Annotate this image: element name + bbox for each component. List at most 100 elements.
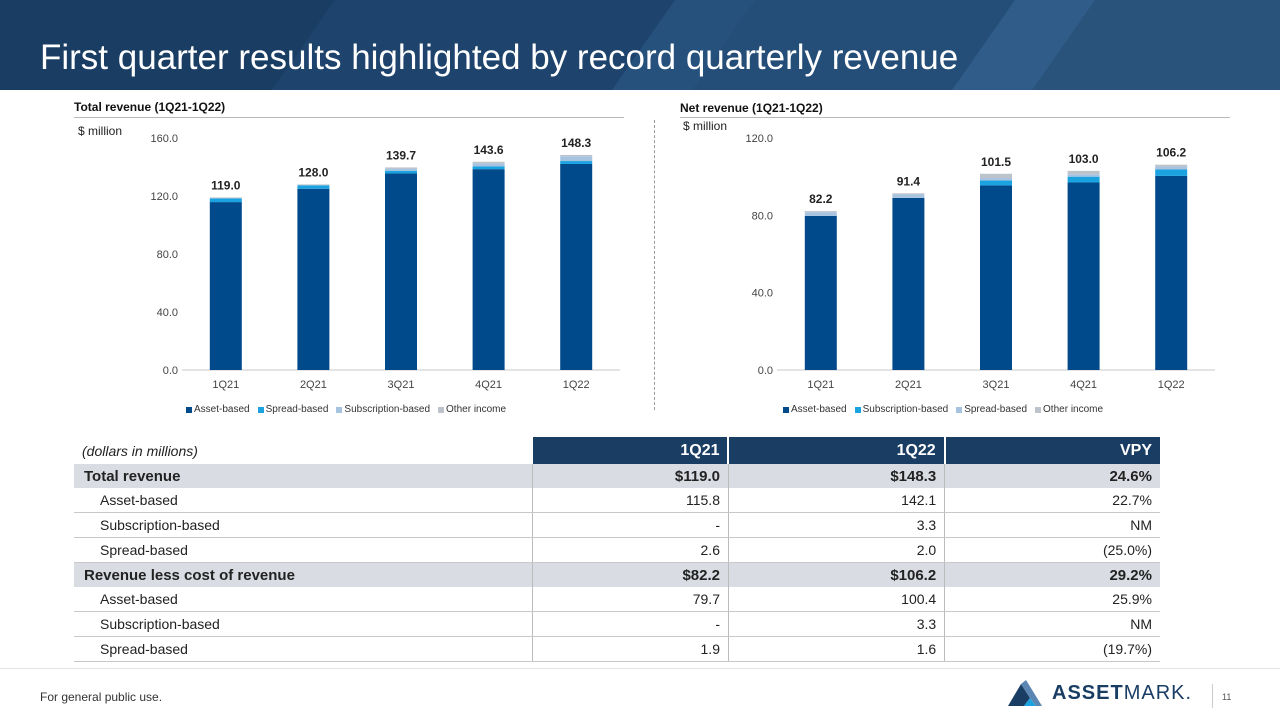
total-revenue-chart-title: Total revenue (1Q21-1Q22): [74, 100, 226, 114]
bar-segment: [892, 194, 925, 198]
legend-swatch: [438, 406, 445, 413]
bar-segment: [472, 163, 505, 167]
bar-total-label: 82.2: [809, 192, 833, 206]
bar-segment: [209, 197, 242, 199]
legend-item: Other income: [1035, 404, 1103, 415]
legend-item: Subscription-based: [336, 404, 430, 415]
legend-item: Other income: [438, 404, 506, 415]
bar-segment: [1067, 182, 1100, 370]
logo-text-light: MARK.: [1123, 681, 1193, 704]
net-revenue-rule: [680, 117, 1230, 118]
row-label: Spread-based: [74, 636, 533, 662]
legend-label: Other income: [1043, 404, 1104, 415]
page-number: 11: [1222, 692, 1232, 702]
bar-segment: [804, 215, 837, 370]
cell-value: (25.0%): [944, 537, 1160, 563]
column-header-1q21: 1Q21: [531, 437, 729, 464]
cell-value: 1.6: [727, 636, 945, 662]
net-revenue-unit: $ million: [683, 119, 728, 133]
x-tick-label: 2Q21: [300, 379, 327, 391]
x-tick-label: 1Q21: [212, 379, 239, 391]
footer-disclaimer: For general public use.: [40, 690, 163, 704]
logo-text-bold: ASSET: [1052, 681, 1124, 704]
bar-segment: [560, 163, 593, 370]
x-tick-label: 1Q22: [1158, 379, 1185, 391]
cell-value: 115.8: [531, 488, 729, 513]
revenue-table: (dollars in millions) 1Q21 1Q22 VPY Tota…: [74, 437, 1160, 662]
y-tick-label: 80.0: [752, 210, 773, 222]
bar-segment: [1155, 166, 1188, 170]
row-label: Spread-based: [74, 537, 533, 563]
table-caption: (dollars in millions): [74, 437, 533, 464]
y-tick-label: 40.0: [157, 307, 178, 319]
x-tick-label: 1Q21: [807, 379, 834, 391]
bar-total-label: 128.0: [298, 165, 328, 179]
page-title: First quarter results highlighted by rec…: [40, 38, 959, 77]
row-label: Asset-based: [74, 488, 533, 513]
legend-item: Asset-based: [783, 404, 847, 415]
table-row: Subscription-based -3.3 NM: [74, 512, 1160, 538]
bar-segment: [472, 166, 505, 170]
chart-divider: [654, 120, 655, 410]
net-revenue-legend: Asset-based Subscription-based Spread-base…: [783, 404, 1103, 415]
bar-segment: [980, 173, 1012, 179]
legend-swatch: [257, 406, 264, 413]
table-row: Revenue less cost of revenue $82.2 $106.2 2…: [74, 562, 1160, 587]
row-label: Subscription-based: [74, 512, 533, 538]
table-row: Spread-based 1.9 1.6 (19.7%): [74, 636, 1160, 662]
legend-label: Subscription-based: [344, 404, 431, 415]
table-header-row: (dollars in millions) 1Q21 1Q22 VPY: [74, 437, 1160, 464]
y-tick-label: 0.0: [163, 365, 178, 377]
column-header-1q22: 1Q22: [727, 437, 945, 464]
bar-segment: [892, 193, 925, 195]
total-revenue-unit: $ million: [78, 124, 123, 138]
footer-divider: [0, 668, 1280, 669]
net-revenue-chart: 0.0 40.0 80.0 120.0 82.2 1Q21 91.4 2Q21 101.5 3Q2…: [745, 133, 1215, 391]
bar-segment: [804, 211, 837, 213]
bar-segment: [1067, 174, 1100, 177]
bar-segment: [804, 212, 837, 216]
bar-segment: [297, 188, 330, 370]
bar-segment: [385, 173, 417, 370]
row-label: Subscription-based: [74, 611, 533, 637]
cell-value: -: [531, 512, 729, 538]
bar-segment: [560, 156, 593, 162]
bar-total-label: 139.7: [386, 148, 416, 162]
cell-value: 1.9: [531, 636, 729, 662]
cell-value: 29.2%: [944, 562, 1160, 587]
bar-segment: [297, 185, 330, 189]
net-revenue-chart-title: Net revenue (1Q21-1Q22): [680, 101, 823, 115]
table-row: Total revenue $119.0 $148.3 24.6%: [74, 464, 1160, 488]
total-revenue-chart: 0.0 40.0 80.0 120.0 160.0 119.0 1Q21 128.0 2Q21 1…: [150, 133, 620, 391]
cell-value: (19.7%): [944, 636, 1160, 662]
row-label: Revenue less cost of revenue: [74, 562, 533, 587]
cell-value: 142.1: [727, 488, 945, 513]
y-tick-label: 40.0: [752, 288, 773, 300]
cell-value: 79.7: [531, 587, 729, 612]
bar-segment: [980, 185, 1012, 370]
legend-label: Other income: [446, 404, 507, 415]
bar-segment: [560, 161, 593, 164]
total-revenue-legend: Asset-based Spread-based Subscription-base…: [186, 404, 506, 415]
legend-label: Asset-based: [791, 404, 847, 415]
bar-segment: [1067, 176, 1100, 183]
row-label: Total revenue: [74, 464, 533, 488]
cell-value: $119.0: [531, 464, 729, 488]
cell-value: $148.3: [727, 464, 945, 488]
column-header-vpy: VPY: [943, 437, 1160, 464]
cell-value: 24.6%: [944, 464, 1160, 488]
table-row: Spread-based 2.6 2.0 (25.0%): [74, 537, 1160, 563]
cell-value: $82.2: [531, 562, 729, 587]
legend-swatch: [186, 406, 192, 413]
cell-value: 100.4: [727, 587, 945, 612]
legend-swatch: [854, 406, 861, 413]
table-row: Asset-based 79.7 100.4 25.9%: [74, 587, 1160, 612]
bar-total-label: 103.0: [1069, 152, 1099, 166]
cell-value: 3.3: [727, 611, 945, 637]
x-tick-label: 4Q21: [475, 379, 502, 391]
legend-label: Spread-based: [265, 404, 329, 415]
legend-item: Subscription-based: [854, 404, 948, 415]
legend-label: Asset-based: [194, 404, 250, 415]
x-tick-label: 3Q21: [983, 379, 1010, 391]
cell-value: 2.6: [531, 537, 729, 563]
